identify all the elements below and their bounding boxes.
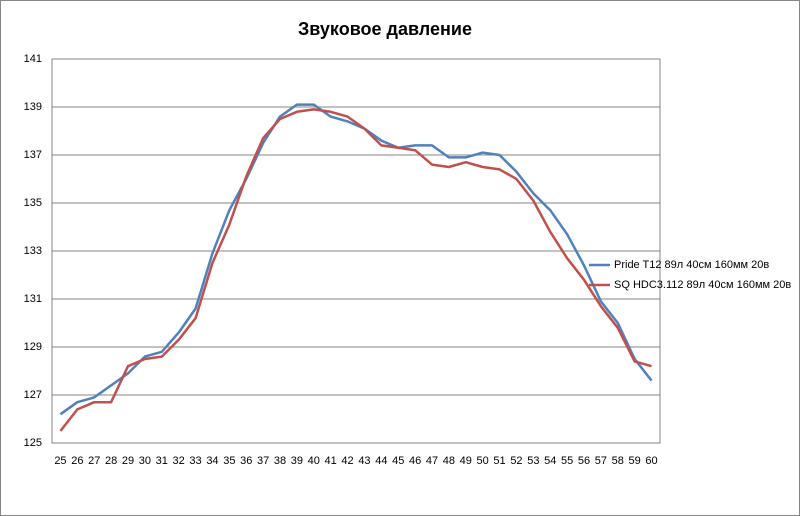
x-tick-label: 33 bbox=[189, 455, 201, 467]
x-tick-label: 31 bbox=[156, 455, 168, 467]
chart-title: Звуковое давление bbox=[298, 19, 472, 39]
x-tick-label: 54 bbox=[544, 455, 556, 467]
x-tick-label: 44 bbox=[375, 455, 387, 467]
x-tick-label: 58 bbox=[612, 455, 624, 467]
x-tick-label: 48 bbox=[443, 455, 455, 467]
x-tick-label: 26 bbox=[71, 455, 83, 467]
x-tick-label: 56 bbox=[578, 455, 590, 467]
x-tick-label: 28 bbox=[105, 455, 117, 467]
x-tick-label: 42 bbox=[341, 455, 353, 467]
x-tick-label: 32 bbox=[173, 455, 185, 467]
y-tick-label: 139 bbox=[24, 101, 42, 113]
plot-border bbox=[51, 58, 661, 444]
x-tick-label: 30 bbox=[139, 455, 151, 467]
x-tick-label: 59 bbox=[629, 455, 641, 467]
legend-label: Pride T12 89л 40см 160мм 20в bbox=[614, 259, 769, 271]
x-tick-label: 29 bbox=[122, 455, 134, 467]
x-tick-label: 37 bbox=[257, 455, 269, 467]
legend-label: SQ HDC3.112 89л 40см 160мм 20в bbox=[614, 279, 791, 291]
x-tick-label: 45 bbox=[392, 455, 404, 467]
x-tick-label: 52 bbox=[510, 455, 522, 467]
x-tick-label: 49 bbox=[460, 455, 472, 467]
x-tick-label: 51 bbox=[493, 455, 505, 467]
y-tick-label: 127 bbox=[24, 389, 42, 401]
x-tick-label: 27 bbox=[88, 455, 100, 467]
x-tick-label: 25 bbox=[54, 455, 66, 467]
x-tick-label: 46 bbox=[409, 455, 421, 467]
x-tick-label: 47 bbox=[426, 455, 438, 467]
y-tick-label: 141 bbox=[24, 53, 42, 65]
line bbox=[59, 103, 653, 416]
x-tick-label: 38 bbox=[274, 455, 286, 467]
x-tick-label: 41 bbox=[325, 455, 337, 467]
x-tick-label: 40 bbox=[308, 455, 320, 467]
x-tick-label: 60 bbox=[645, 455, 657, 467]
y-tick-label: 137 bbox=[24, 149, 42, 161]
y-tick-label: 131 bbox=[24, 293, 42, 305]
x-tick-label: 43 bbox=[358, 455, 370, 467]
x-tick-label: 50 bbox=[477, 455, 489, 467]
line bbox=[59, 108, 652, 432]
x-tick-label: 35 bbox=[223, 455, 235, 467]
x-tick-label: 55 bbox=[561, 455, 573, 467]
y-tick-label: 135 bbox=[24, 197, 42, 209]
x-tick-label: 36 bbox=[240, 455, 252, 467]
x-tick-label: 53 bbox=[527, 455, 539, 467]
x-tick-label: 57 bbox=[595, 455, 607, 467]
y-tick-label: 125 bbox=[24, 437, 42, 449]
x-tick-label: 34 bbox=[206, 455, 218, 467]
y-tick-label: 129 bbox=[24, 341, 42, 353]
x-tick-label: 39 bbox=[291, 455, 303, 467]
y-tick-label: 133 bbox=[24, 245, 42, 257]
